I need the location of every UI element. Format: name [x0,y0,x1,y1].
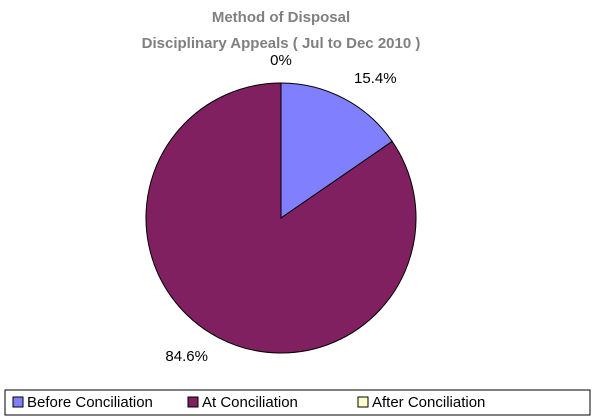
chart-subtitle: Disciplinary Appeals ( Jul to Dec 2010 ) [142,35,421,52]
legend-label: After Conciliation [372,394,485,411]
legend-swatch [357,396,369,408]
legend-swatch [12,396,24,408]
data-label: 84.6% [165,348,208,365]
data-label: 15.4% [354,70,397,87]
legend-box [4,389,591,416]
chart-title: Method of Disposal [212,9,350,26]
legend-label: Before Conciliation [27,394,153,411]
pie-slice [280,82,393,219]
legend-label: At Conciliation [202,394,298,411]
data-label: 0% [270,52,292,69]
legend-swatch [187,396,199,408]
